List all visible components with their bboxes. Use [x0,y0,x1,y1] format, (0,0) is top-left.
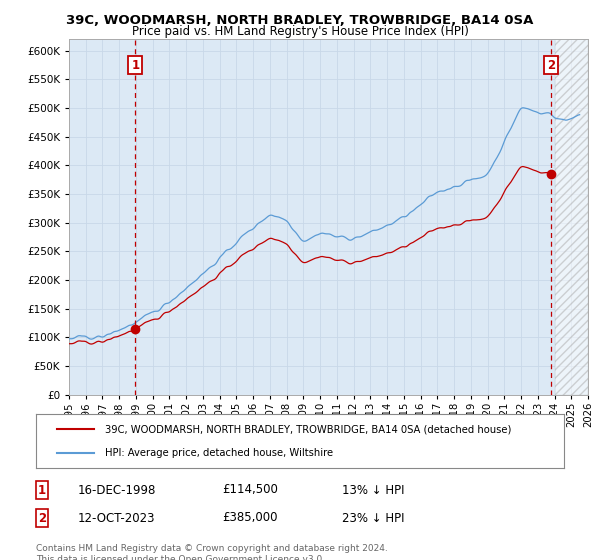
Text: 12-OCT-2023: 12-OCT-2023 [78,511,155,525]
Text: £385,000: £385,000 [222,511,277,525]
Text: 39C, WOODMARSH, NORTH BRADLEY, TROWBRIDGE, BA14 0SA: 39C, WOODMARSH, NORTH BRADLEY, TROWBRIDG… [67,14,533,27]
Text: 1: 1 [131,58,139,72]
Text: 23% ↓ HPI: 23% ↓ HPI [342,511,404,525]
Text: HPI: Average price, detached house, Wiltshire: HPI: Average price, detached house, Wilt… [104,447,333,458]
Text: 13% ↓ HPI: 13% ↓ HPI [342,483,404,497]
Text: Contains HM Land Registry data © Crown copyright and database right 2024.
This d: Contains HM Land Registry data © Crown c… [36,544,388,560]
Text: Price paid vs. HM Land Registry's House Price Index (HPI): Price paid vs. HM Land Registry's House … [131,25,469,38]
Text: 1: 1 [38,483,46,497]
Text: 2: 2 [547,58,555,72]
Text: £114,500: £114,500 [222,483,278,497]
Text: 16-DEC-1998: 16-DEC-1998 [78,483,157,497]
Text: 39C, WOODMARSH, NORTH BRADLEY, TROWBRIDGE, BA14 0SA (detached house): 39C, WOODMARSH, NORTH BRADLEY, TROWBRIDG… [104,424,511,435]
Text: 2: 2 [38,511,46,525]
